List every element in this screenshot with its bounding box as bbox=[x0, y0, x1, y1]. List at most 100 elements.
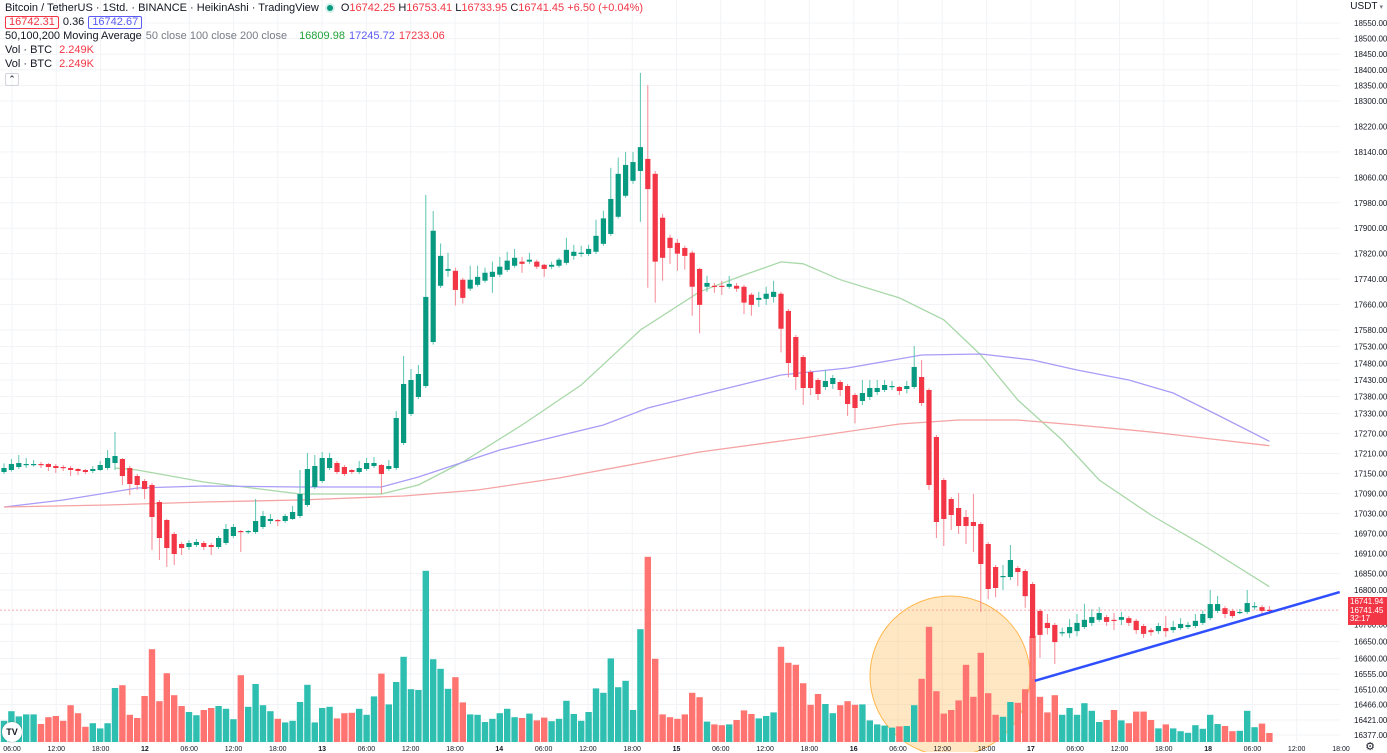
volume-bar bbox=[911, 705, 918, 742]
candle bbox=[127, 466, 133, 495]
price-tick-label: 17030.00 bbox=[1354, 509, 1387, 518]
volume-bar bbox=[903, 726, 910, 742]
candle-body bbox=[623, 164, 629, 196]
candle bbox=[445, 252, 451, 277]
candle bbox=[31, 460, 37, 467]
gear-icon[interactable]: ⚙ bbox=[1365, 741, 1375, 753]
candle bbox=[956, 493, 962, 534]
price-tick-label: 18300.00 bbox=[1354, 97, 1387, 106]
volume-bar bbox=[148, 649, 156, 742]
candle bbox=[793, 335, 799, 390]
volume-bar bbox=[622, 680, 629, 742]
candle-body bbox=[1015, 568, 1021, 572]
price-tick-label: 17740.00 bbox=[1354, 275, 1387, 284]
candle bbox=[1133, 618, 1139, 634]
candle-body bbox=[859, 393, 865, 401]
candle bbox=[1074, 613, 1080, 637]
candle bbox=[808, 370, 814, 395]
volume-bar bbox=[1110, 710, 1118, 742]
legend: Bitcoin / TetherUS · 1Std. · BINANCE · H… bbox=[5, 1, 643, 86]
candle bbox=[119, 458, 125, 485]
price-tick-label: 18500.00 bbox=[1354, 35, 1387, 44]
volume-bar bbox=[770, 712, 777, 742]
candle-body bbox=[245, 531, 251, 533]
candle bbox=[371, 457, 377, 468]
price-tick-label: 16377.00 bbox=[1354, 731, 1387, 740]
candle-body bbox=[896, 387, 902, 391]
candle bbox=[682, 245, 688, 270]
candle bbox=[38, 462, 44, 468]
candle bbox=[660, 213, 666, 281]
candle-body bbox=[741, 286, 747, 303]
candle bbox=[1007, 545, 1013, 580]
candle-body bbox=[845, 386, 851, 404]
candle bbox=[993, 565, 999, 598]
currency-dropdown[interactable]: USDT ▾ bbox=[1350, 1, 1383, 12]
candle bbox=[534, 259, 540, 269]
candle bbox=[1044, 613, 1050, 635]
candle bbox=[267, 514, 273, 524]
candle-body bbox=[356, 468, 362, 472]
volume-bar bbox=[185, 712, 193, 742]
volume-indicator-row-2[interactable]: Vol · BTC 2.249K bbox=[5, 57, 643, 71]
candle-body bbox=[1067, 627, 1073, 634]
price-tick-label: 18350.00 bbox=[1354, 81, 1387, 90]
price-tick-label: 17900.00 bbox=[1354, 224, 1387, 233]
candle bbox=[112, 432, 118, 470]
volume-bar bbox=[644, 556, 651, 742]
volume-bar bbox=[711, 724, 718, 742]
candle bbox=[193, 539, 199, 547]
time-axis[interactable]: 06:00 12:00 18:00 12 06:00 12:00 18:00 13 06:00 1… bbox=[3, 746, 1350, 752]
volume-bar bbox=[615, 687, 622, 742]
tradingview-logo[interactable]: TV bbox=[2, 722, 22, 742]
ma-indicator-row[interactable]: 50,100,200 Moving Average 50 close 100 c… bbox=[5, 29, 643, 43]
candle bbox=[526, 252, 532, 264]
volume-bar bbox=[274, 718, 281, 742]
candle-body bbox=[630, 162, 636, 181]
candle bbox=[1170, 620, 1176, 633]
volume-bar bbox=[82, 726, 89, 742]
trendline-drawing[interactable] bbox=[1034, 590, 1341, 683]
price-tick-label: 18060.00 bbox=[1354, 173, 1387, 182]
time-tick-label: 12:00 bbox=[402, 746, 420, 752]
candle-body bbox=[815, 380, 821, 394]
candle-body bbox=[771, 291, 777, 297]
volume-bars bbox=[0, 556, 1273, 742]
price-tick-label: 17580.00 bbox=[1354, 326, 1387, 335]
candle bbox=[1237, 608, 1243, 614]
chevron-up-icon[interactable]: ⌃ bbox=[5, 73, 19, 86]
price-tick-label: 16555.00 bbox=[1354, 670, 1387, 679]
candle-body bbox=[216, 538, 222, 547]
candle-body bbox=[637, 147, 643, 171]
ma-title: 50,100,200 Moving Average bbox=[5, 30, 142, 42]
candle-body bbox=[423, 296, 429, 386]
volume-bar bbox=[163, 673, 170, 742]
volume-bar bbox=[208, 708, 215, 742]
candle-body bbox=[282, 516, 288, 521]
volume-bar bbox=[807, 704, 814, 742]
candle-body bbox=[615, 173, 621, 217]
volume-bar bbox=[459, 702, 466, 742]
volume-bar bbox=[341, 713, 348, 742]
candle-body bbox=[497, 266, 503, 275]
low-value: 16733.95 bbox=[461, 2, 508, 14]
price-axis[interactable]: 18550.00 18500.00 18450.00 18400.00 18350.00… bbox=[1340, 0, 1387, 752]
ma200-value: 17233.06 bbox=[398, 30, 445, 42]
candle-body bbox=[985, 544, 991, 589]
candle-body bbox=[748, 294, 754, 305]
volume-indicator-row[interactable]: Vol · BTC 2.249K bbox=[5, 43, 643, 57]
volume-bar bbox=[1177, 731, 1184, 742]
symbol-title[interactable]: Bitcoin / TetherUS · 1Std. · BINANCE · H… bbox=[5, 2, 319, 14]
volume-bar bbox=[1221, 726, 1229, 742]
price-tick-label: 17150.00 bbox=[1354, 469, 1387, 478]
volume-bar bbox=[896, 726, 903, 742]
buy-price-button[interactable]: 16742.67 bbox=[88, 15, 143, 29]
candle bbox=[719, 280, 725, 296]
sell-price-button[interactable]: 16742.31 bbox=[5, 15, 59, 29]
time-tick-label: 18:00 bbox=[1155, 746, 1173, 752]
candle bbox=[430, 211, 436, 345]
candle bbox=[593, 219, 599, 254]
candle-body bbox=[334, 463, 340, 472]
candle bbox=[475, 265, 481, 287]
